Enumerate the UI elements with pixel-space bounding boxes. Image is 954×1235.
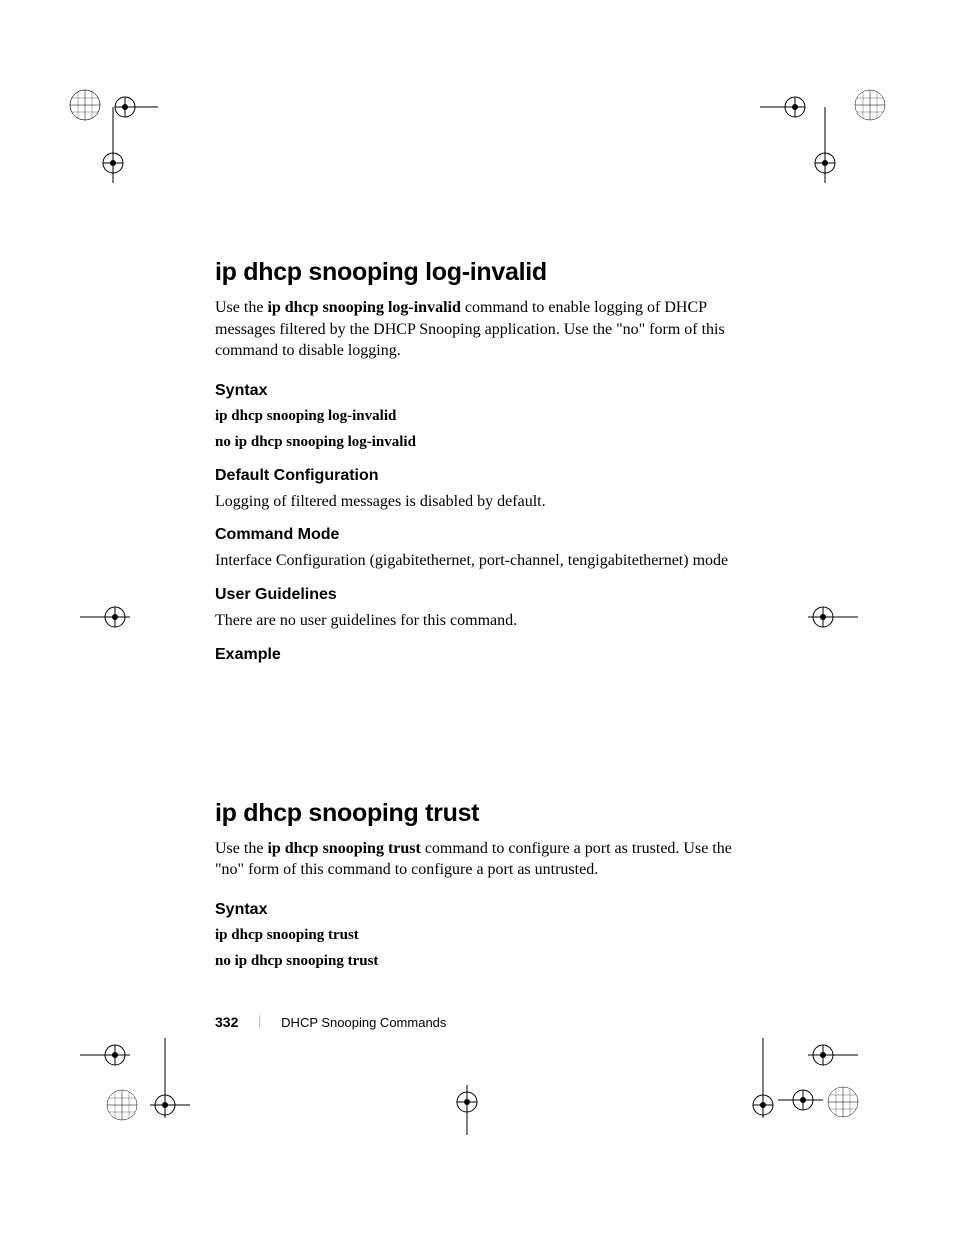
cropmark-tr bbox=[760, 88, 890, 183]
command-mode-heading: Command Mode bbox=[215, 526, 745, 544]
section1-intro: Use the ip dhcp snooping log-invalid com… bbox=[215, 297, 745, 362]
syntax-heading: Syntax bbox=[215, 382, 745, 400]
example-heading: Example bbox=[215, 646, 745, 664]
cropmark-tl bbox=[68, 88, 158, 183]
page-footer: 332 | DHCP Snooping Commands bbox=[215, 1014, 446, 1030]
user-guidelines-heading: User Guidelines bbox=[215, 586, 745, 604]
syntax2-line-2: no ip dhcp snooping trust bbox=[215, 951, 745, 972]
section2-intro: Use the ip dhcp snooping trust command t… bbox=[215, 838, 745, 881]
default-config-text: Logging of filtered messages is disabled… bbox=[215, 491, 745, 513]
cropmark-mr bbox=[808, 605, 858, 630]
section1-title: ip dhcp snooping log-invalid bbox=[215, 258, 745, 287]
section2-container: ip dhcp snooping trust Use the ip dhcp s… bbox=[215, 799, 745, 972]
user-guidelines-text: There are no user guidelines for this co… bbox=[215, 610, 745, 632]
chapter-label: DHCP Snooping Commands bbox=[281, 1015, 446, 1030]
cropmark-ml bbox=[80, 605, 130, 630]
cropmark-bl bbox=[80, 1038, 190, 1138]
footer-divider: | bbox=[258, 1014, 261, 1030]
page-content: ip dhcp snooping log-invalid Use the ip … bbox=[215, 258, 745, 977]
section2-title: ip dhcp snooping trust bbox=[215, 799, 745, 828]
syntax2-line-1: ip dhcp snooping trust bbox=[215, 925, 745, 946]
default-config-heading: Default Configuration bbox=[215, 467, 745, 485]
syntax-heading-2: Syntax bbox=[215, 901, 745, 919]
cropmark-br bbox=[748, 1038, 878, 1138]
syntax-line-1: ip dhcp snooping log-invalid bbox=[215, 406, 745, 427]
page-number: 332 bbox=[215, 1014, 238, 1030]
syntax-line-2: no ip dhcp snooping log-invalid bbox=[215, 432, 745, 453]
cropmark-bc bbox=[455, 1085, 480, 1135]
command-mode-text: Interface Configuration (gigabitethernet… bbox=[215, 550, 745, 572]
